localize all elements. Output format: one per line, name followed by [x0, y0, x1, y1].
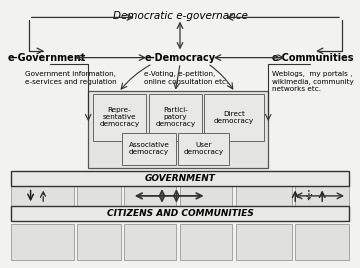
Text: Government information,
e-services and regulation: Government information, e-services and r…	[25, 71, 117, 84]
Text: e-Communities: e-Communities	[272, 53, 355, 63]
Bar	[11, 224, 74, 260]
Text: e-Government: e-Government	[8, 53, 86, 63]
Bar	[93, 94, 146, 141]
Bar	[77, 224, 121, 260]
Text: Partici-
patory
democracy: Partici- patory democracy	[155, 107, 195, 127]
Bar	[124, 186, 176, 206]
Bar	[149, 94, 202, 141]
Bar	[204, 94, 264, 141]
Bar	[180, 186, 232, 206]
Bar	[180, 224, 232, 260]
Text: e-Voting, e-petition,
online consultation etc.: e-Voting, e-petition, online consultatio…	[144, 71, 228, 84]
Text: e-Democracy: e-Democracy	[144, 53, 216, 63]
Text: Democratic e-governance: Democratic e-governance	[113, 11, 247, 21]
Bar	[11, 206, 349, 221]
Text: Weblogs,  my portals ,
wikimedia, community
networks etc.: Weblogs, my portals , wikimedia, communi…	[272, 71, 354, 92]
Text: GOVERNMENT: GOVERNMENT	[145, 174, 215, 183]
Text: User
democracy: User democracy	[183, 142, 224, 155]
Text: Direct
democracy: Direct democracy	[214, 111, 254, 124]
Bar	[178, 133, 229, 165]
Bar	[295, 224, 349, 260]
Text: Repre-
sentative
democracy: Repre- sentative democracy	[99, 107, 140, 127]
Text: Associative
democracy: Associative democracy	[129, 142, 170, 155]
Bar	[124, 224, 176, 260]
Bar	[11, 171, 349, 186]
Bar	[11, 186, 74, 206]
Bar	[236, 224, 292, 260]
Bar	[88, 91, 268, 168]
Text: CITIZENS AND COMMUNITIES: CITIZENS AND COMMUNITIES	[107, 209, 253, 218]
Bar	[236, 186, 292, 206]
Bar	[77, 186, 121, 206]
Bar	[122, 133, 176, 165]
Bar	[295, 186, 349, 206]
